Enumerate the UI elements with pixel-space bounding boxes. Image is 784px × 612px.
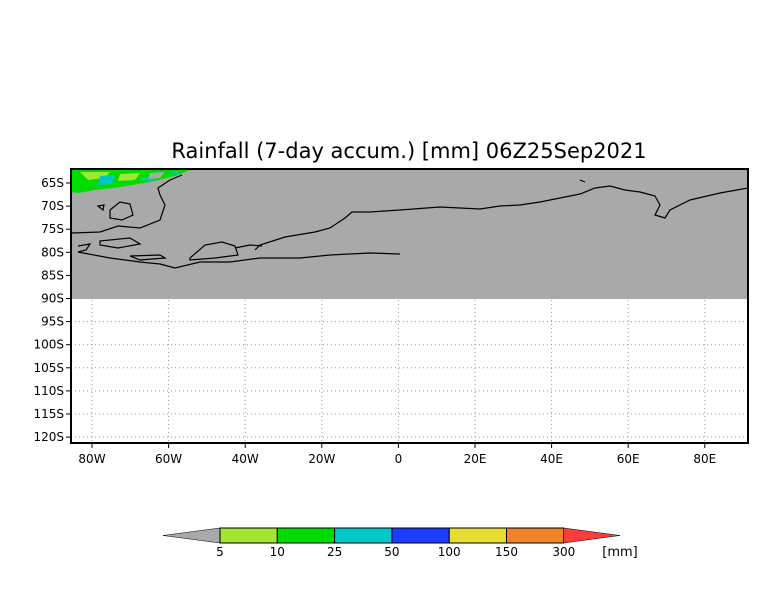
lat-label: 65S	[41, 176, 64, 190]
lat-label: 110S	[33, 384, 64, 398]
lat-label: 115S	[33, 407, 64, 421]
lat-label: 95S	[41, 315, 64, 329]
lon-label: 40W	[232, 452, 259, 466]
legend-swatch	[448, 527, 508, 544]
lon-label: 20E	[464, 452, 487, 466]
lon-label: 60W	[155, 452, 182, 466]
lon-label: 0	[395, 452, 403, 466]
coastlines	[71, 174, 749, 269]
legend-threshold-label: 100	[438, 545, 461, 559]
legend-threshold-label: 300	[552, 545, 575, 559]
legend-threshold-label: 150	[495, 545, 518, 559]
legend-threshold-label: 10	[270, 545, 285, 559]
lat-label: 70S	[41, 199, 64, 213]
lat-label: 120S	[33, 430, 64, 444]
legend-high-triangle	[563, 527, 621, 544]
legend-swatch	[219, 527, 278, 544]
legend-swatch	[391, 527, 450, 544]
longitude-labels: 80W 60W 40W 20W 0 20E 40E 60E 80E	[78, 443, 716, 466]
legend-swatch	[334, 527, 393, 544]
lat-label: 105S	[33, 361, 64, 375]
latitude-labels: 65S 70S 75S 80S 85S 90S 95S 100S 105S 110S 115S 120…	[33, 176, 71, 444]
lon-label: 20W	[308, 452, 335, 466]
lon-label: 60E	[617, 452, 640, 466]
lat-label: 85S	[41, 268, 64, 282]
plot-area: 65S 70S 75S 80S 85S 90S 95S 100S 105S 110S 115S 120…	[33, 168, 749, 466]
lon-label: 80W	[78, 452, 105, 466]
no-data-region	[71, 169, 748, 299]
legend-threshold-label: 5	[216, 545, 224, 559]
lat-label: 75S	[41, 222, 64, 236]
legend-swatch	[506, 527, 565, 544]
lat-label: 100S	[33, 338, 64, 352]
lat-label: 90S	[41, 292, 64, 306]
rainfall-patches	[72, 170, 190, 193]
plot-frame	[70, 168, 749, 444]
map-title: Rainfall (7-day accum.) [mm] 06Z25Sep202…	[171, 139, 646, 163]
legend-threshold-label: 25	[327, 545, 342, 559]
lon-label: 80E	[693, 452, 716, 466]
color-legend: 5 10 25 50 100 150 300 [mm]	[162, 527, 638, 560]
legend-swatch	[276, 527, 336, 544]
legend-unit: [mm]	[602, 545, 637, 560]
grid-lines	[71, 300, 748, 443]
legend-low-triangle	[162, 527, 221, 544]
lon-label: 40E	[540, 452, 563, 466]
lat-label: 80S	[41, 245, 64, 259]
legend-threshold-label: 50	[384, 545, 399, 559]
